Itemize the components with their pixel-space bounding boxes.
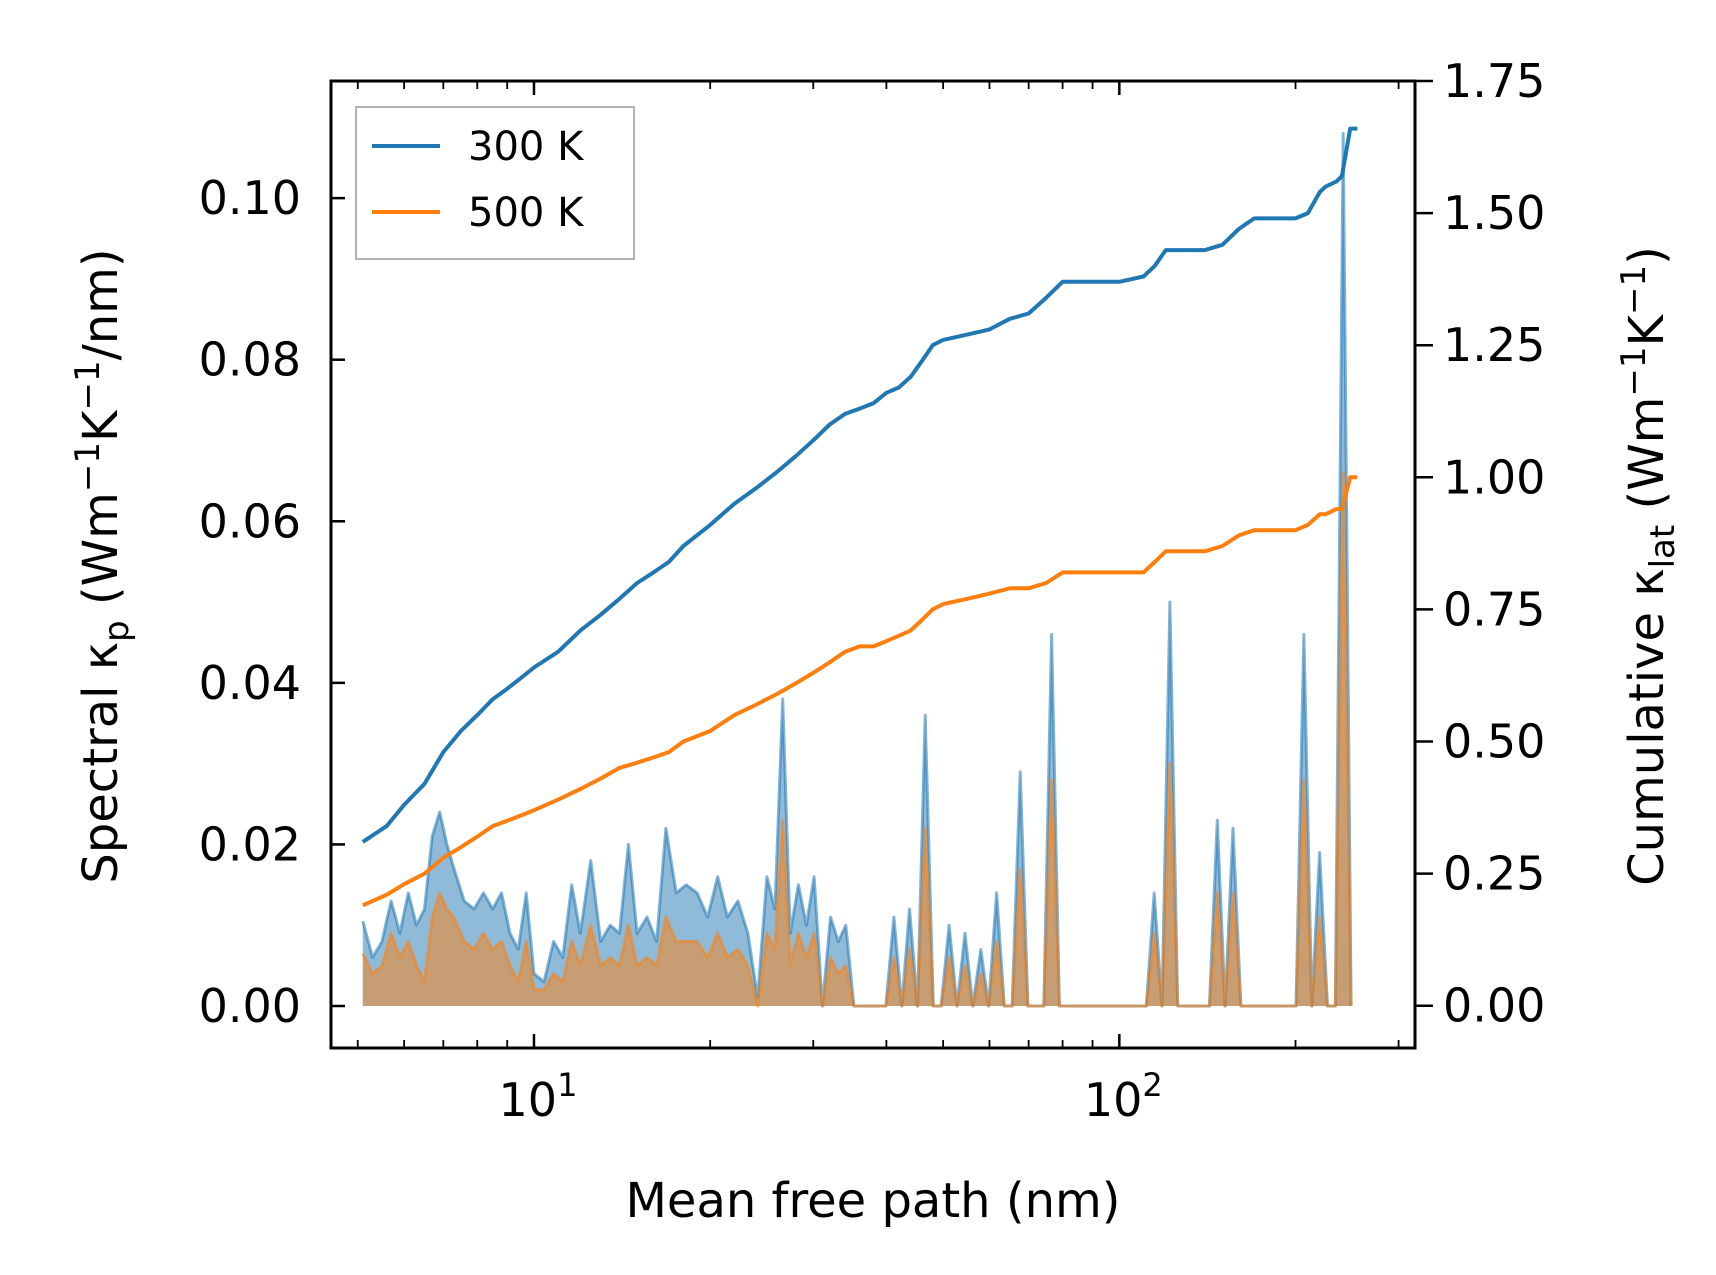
y-left-tick-label: 0.06	[199, 494, 301, 548]
y-left-tick-label: 0.04	[199, 656, 301, 710]
y-right-tick-label: 1.00	[1443, 450, 1545, 504]
spectral-lines	[361, 132, 1353, 1008]
y-right-tick-label: 1.75	[1443, 54, 1545, 108]
legend-box	[355, 106, 635, 260]
legend: 300 K 500 K	[355, 106, 635, 260]
cumulative-line-500k	[361, 475, 1358, 908]
y-right-tick-label: 0.00	[1443, 979, 1545, 1033]
x-tick-label: 101	[499, 1066, 578, 1127]
legend-label-300k: 300 K	[468, 124, 585, 170]
y-left-tick-label: 0.00	[199, 979, 301, 1033]
legend-label-500k: 500 K	[468, 190, 585, 236]
axis-tick-labels: 0.00 0.02 0.04 0.06 0.08 0.10 0.00 0.25 0.50 0.75…	[199, 54, 1546, 1127]
left-axis-title: Spectral κp (Wm−1K−1/nm)	[68, 248, 137, 883]
y-left-tick-label: 0.08	[199, 333, 301, 387]
y-right-tick-label: 1.25	[1443, 318, 1545, 372]
y-right-tick-label: 0.50	[1443, 715, 1545, 769]
plot-frame	[329, 79, 1417, 1050]
x-axis-title: Mean free path (nm)	[626, 1173, 1121, 1229]
y-left-tick-label: 0.02	[199, 817, 301, 871]
cumulative-lines	[361, 126, 1358, 908]
x-tick-label: 102	[1084, 1066, 1163, 1127]
right-axis-title: Cumulative κlat (Wm−1K−1)	[1614, 246, 1683, 886]
y-right-tick-label: 0.75	[1443, 582, 1545, 636]
y-right-tick-label: 1.50	[1443, 186, 1545, 240]
y-right-tick-label: 0.25	[1443, 847, 1545, 901]
y-left-tick-label: 0.10	[199, 171, 301, 225]
cumulative-line-300k	[361, 126, 1358, 844]
spectral-fill-500k	[362, 472, 1352, 1006]
spectral-fill-300k	[362, 133, 1352, 1006]
spectral-line-500k	[361, 471, 1353, 1008]
spectral-fills	[362, 133, 1352, 1006]
